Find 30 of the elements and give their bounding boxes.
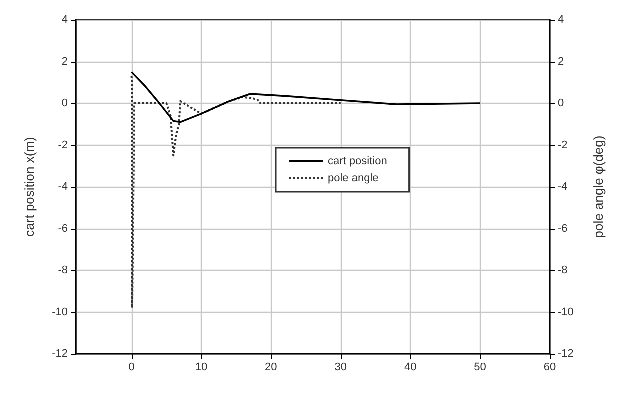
x-tick-label: 60 bbox=[544, 362, 556, 374]
legend-label: cart position bbox=[328, 156, 388, 168]
y-tick-label: -6 bbox=[58, 222, 68, 235]
x-tick-label: 20 bbox=[265, 362, 278, 374]
x-tick-label: 40 bbox=[404, 362, 417, 374]
y-tick-label: 4 bbox=[62, 14, 68, 26]
y-tick-label: 2 bbox=[62, 56, 68, 68]
x-tick-label: 30 bbox=[334, 362, 348, 374]
y-tick-label: 0 bbox=[62, 98, 68, 110]
y2-tick-label: 0 bbox=[558, 98, 564, 110]
y2-axis-title: pole angle φ(deg) bbox=[591, 136, 606, 238]
y2-tick-label: -6 bbox=[558, 222, 568, 235]
y2-tick-label: -12 bbox=[558, 348, 574, 360]
y-tick-label: -10 bbox=[52, 306, 68, 318]
y-axis-title: cart position x(m) bbox=[22, 137, 37, 237]
legend-label: pole angle bbox=[328, 172, 379, 184]
y2-tick-label: -2 bbox=[558, 139, 568, 152]
y-tick-label: -2 bbox=[58, 139, 68, 152]
y2-tick-label: -10 bbox=[558, 306, 574, 318]
y-tick-label: -8 bbox=[58, 264, 68, 276]
y-tick-label: -4 bbox=[58, 181, 68, 193]
x-tick-label: 10 bbox=[195, 362, 208, 374]
y2-tick-label: -4 bbox=[558, 181, 568, 193]
x-tick-label: 0 bbox=[128, 362, 135, 374]
y-tick-label: -12 bbox=[52, 348, 68, 360]
y2-tick-label: 4 bbox=[558, 14, 564, 26]
y2-tick-label: 2 bbox=[558, 56, 564, 68]
line-series bbox=[130, 71, 482, 124]
y2-tick-label: -8 bbox=[558, 264, 568, 276]
x-tick-label: 50 bbox=[474, 362, 486, 374]
